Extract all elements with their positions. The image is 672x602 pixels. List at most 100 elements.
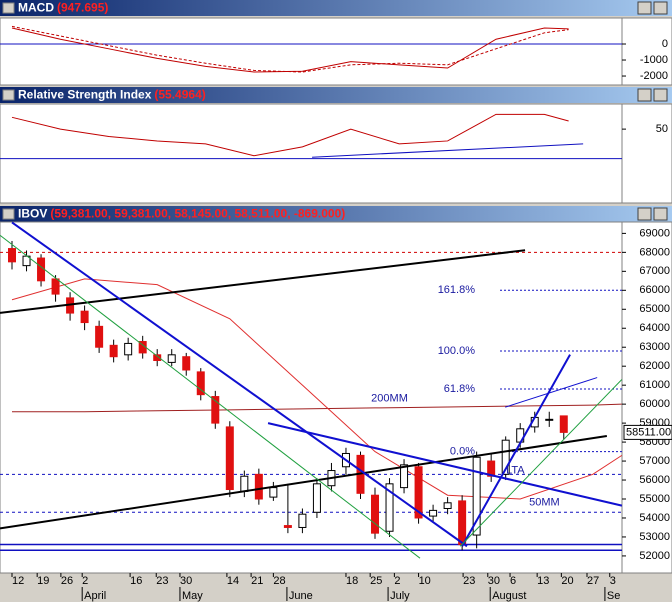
y-tick-label: 55000	[639, 493, 670, 505]
month-label: June	[289, 590, 313, 602]
pane-icon	[2, 208, 15, 220]
pane-button[interactable]	[653, 207, 668, 221]
pane-title-text: IBOV	[18, 207, 47, 221]
plot-area	[0, 103, 623, 204]
x-tick-label: 28	[273, 575, 285, 587]
pane-title-value: (59,381.00, 59,381.00, 58,145.00, 58,511…	[50, 207, 345, 221]
candle-body	[429, 509, 438, 517]
axis-area	[621, 221, 672, 574]
pane-button[interactable]	[637, 207, 652, 221]
pane-header	[0, 0, 672, 16]
candle-body	[153, 354, 162, 362]
y-tick-label: 56000	[639, 474, 670, 486]
trendline	[0, 234, 421, 559]
last-price-box	[623, 424, 672, 440]
x-tick-label: 18	[346, 575, 358, 587]
candle-body	[225, 426, 234, 491]
trendline	[267, 422, 623, 507]
y-tick-label: 69000	[639, 227, 670, 239]
plot-area	[0, 221, 623, 574]
candle-body	[298, 513, 307, 528]
pane-title-value: (55.4964)	[154, 88, 205, 102]
x-tick-label: 10	[419, 575, 431, 587]
candle-body	[124, 342, 133, 356]
x-tick-label: 19	[37, 575, 49, 587]
candle-body	[371, 494, 380, 534]
candle-body	[501, 439, 510, 475]
pane-button[interactable]	[653, 88, 668, 102]
candle-body	[95, 325, 104, 348]
candle-body	[400, 464, 409, 489]
y-tick-label: 66000	[639, 284, 670, 296]
y-tick-label: 57000	[639, 455, 670, 467]
candle-body	[414, 466, 423, 519]
y-tick-label: 52000	[639, 550, 670, 562]
trendline	[312, 143, 584, 158]
candle-body	[80, 310, 89, 324]
candle-body	[559, 415, 568, 433]
pane-button[interactable]	[653, 1, 668, 15]
y-tick-label: 61000	[639, 379, 670, 391]
y-tick-label: 68000	[639, 246, 670, 258]
y-tick-label: 53000	[639, 531, 670, 543]
pane-header	[0, 87, 672, 103]
pane-button[interactable]	[637, 1, 652, 15]
trendline	[505, 377, 598, 408]
x-tick-label: 21	[251, 575, 263, 587]
fib-label: 0.0%	[450, 445, 475, 457]
candle-body	[37, 257, 46, 282]
candle-body	[487, 460, 496, 477]
fib-label: 61.8%	[444, 383, 475, 395]
candle-body	[254, 473, 263, 500]
pane-header	[0, 206, 672, 222]
y-tick-label: -2000	[640, 70, 668, 82]
pane-icon	[2, 89, 15, 101]
fib-label: 161.8%	[438, 284, 476, 296]
indicator-line	[11, 25, 569, 73]
pane-button[interactable]	[637, 88, 652, 102]
x-tick-label: 16	[130, 575, 142, 587]
trendline	[0, 435, 608, 530]
y-tick-label: 65000	[639, 303, 670, 315]
x-tick-label: 25	[370, 575, 382, 587]
x-tick-label: 2	[82, 575, 88, 587]
axis-area	[621, 17, 672, 86]
candle-body	[196, 371, 205, 396]
candle-body	[182, 356, 191, 371]
month-label: August	[492, 590, 526, 602]
y-tick-label: 62000	[639, 360, 670, 372]
plot-area	[0, 17, 623, 86]
annotation: 200MM	[371, 392, 408, 404]
candle-body	[167, 354, 176, 363]
candle-body	[8, 248, 17, 263]
trendline	[459, 379, 623, 547]
trendline	[11, 221, 468, 548]
candle-body	[109, 344, 118, 358]
pane-title: Relative Strength Index (55.4964)	[18, 88, 206, 102]
candle-body	[51, 278, 60, 295]
candle-body	[385, 483, 394, 532]
candle-body	[472, 456, 481, 536]
x-tick-label: 30	[488, 575, 500, 587]
y-tick-label: -1000	[640, 54, 668, 66]
x-tick-label: 27	[587, 575, 599, 587]
x-tick-label: 12	[12, 575, 24, 587]
candle-body	[269, 487, 278, 498]
y-tick-label: 63000	[639, 341, 670, 353]
y-tick-label: 50	[656, 123, 668, 135]
candle-body	[240, 475, 249, 492]
annotation: 50MM	[529, 497, 560, 509]
x-tick-label: 26	[61, 575, 73, 587]
month-label: Se	[607, 590, 620, 602]
axis-area	[621, 103, 672, 204]
x-tick-label: 6	[510, 575, 516, 587]
x-tick-label: 30	[180, 575, 192, 587]
x-tick-label: 2	[394, 575, 400, 587]
moving-average	[12, 403, 622, 413]
candle-body	[443, 502, 452, 509]
trendline	[461, 354, 571, 547]
moving-average	[11, 278, 623, 500]
pane-icon	[2, 2, 15, 14]
candle-body	[545, 418, 554, 421]
